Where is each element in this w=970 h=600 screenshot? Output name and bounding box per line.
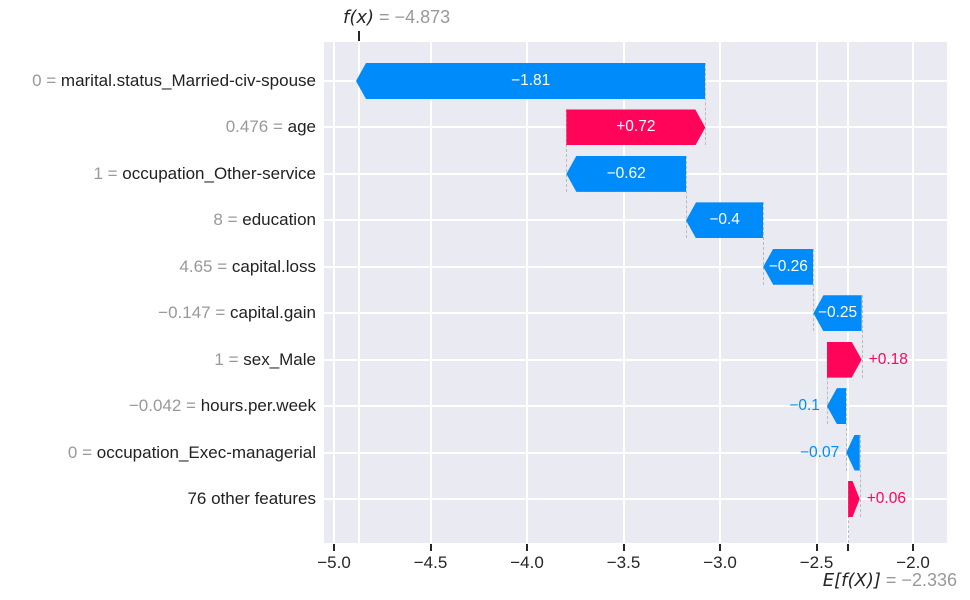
- feature-name-text: capital.loss: [231, 256, 316, 276]
- feature-name-text: occupation_Exec-managerial: [96, 442, 316, 462]
- feature-name-text: age: [287, 117, 316, 137]
- horizontal-gridline: [324, 451, 947, 454]
- expected-value-label: E[f(X)] = −2.336: [823, 570, 957, 591]
- ef-math-text: E[f(X)]: [822, 570, 881, 591]
- x-axis-tick: [912, 544, 914, 551]
- feature-value-text: 1 =: [214, 349, 244, 369]
- feature-row-label: 0 = occupation_Exec-managerial: [68, 442, 316, 464]
- x-axis-tick: [815, 544, 818, 551]
- vertical-gridline: [526, 42, 528, 543]
- feature-value-text: 0 =: [67, 442, 97, 462]
- ef-value-text: = −2.336: [880, 570, 957, 590]
- connector-dashed-line: [813, 248, 814, 332]
- feature-value-text: −0.042 =: [128, 396, 201, 416]
- negative-shap-bar: [566, 155, 687, 192]
- horizontal-gridline: [324, 405, 947, 408]
- bar-value-label: −0.07: [800, 443, 840, 461]
- vertical-gridline: [847, 42, 850, 543]
- horizontal-gridline: [324, 312, 947, 315]
- x-axis-tick: [333, 544, 335, 551]
- vertical-gridline: [357, 42, 360, 543]
- feature-name-text: education: [242, 210, 316, 230]
- feature-row-label: 8 = education: [213, 209, 316, 231]
- negative-shap-bar: [763, 248, 814, 285]
- connector-dashed-line: [827, 341, 828, 425]
- feature-row-label: 76 other features: [187, 488, 316, 510]
- fx-output-label: f(x) = −4.873: [343, 7, 450, 28]
- x-axis-tick: [719, 544, 721, 551]
- x-axis-tick: [526, 544, 528, 551]
- fx-value-text: = −4.873: [374, 7, 451, 27]
- feature-value-text: 1 =: [93, 163, 123, 183]
- feature-row-label: 4.65 = capital.loss: [179, 256, 316, 278]
- connector-dashed-line: [846, 388, 847, 471]
- feature-row-label: 0.476 = age: [226, 116, 316, 138]
- x-axis-tick-label: −4.0: [510, 553, 544, 572]
- feature-row-label: 0 = marital.status_Married-civ-spouse: [32, 70, 316, 92]
- vertical-gridline: [815, 42, 818, 543]
- negative-shap-bar: [813, 295, 862, 332]
- x-axis-tick-label: −2.5: [799, 553, 834, 572]
- x-axis-tick: [429, 544, 432, 551]
- feature-value-text: 8 =: [213, 210, 243, 230]
- bar-value-label: +0.72: [616, 118, 656, 136]
- x-axis-tick-label: −4.5: [413, 553, 448, 572]
- connector-dashed-line: [763, 202, 764, 285]
- negative-shap-bar: [686, 202, 764, 239]
- x-axis-tick-label: −3.0: [703, 553, 737, 572]
- feature-name-text: marital.status_Married-civ-spouse: [60, 71, 316, 90]
- feature-row-label: −0.147 = capital.gain: [158, 302, 316, 324]
- bar-value-label: −0.4: [709, 211, 740, 229]
- vertical-gridline: [429, 42, 432, 543]
- feature-name-text: capital.gain: [229, 303, 316, 323]
- feature-name-text: sex_Male: [243, 349, 316, 369]
- bar-value-label: −0.1: [789, 397, 820, 415]
- bar-value-label: −0.26: [768, 257, 808, 275]
- connector-dashed-line: [566, 109, 567, 192]
- bar-value-label: −0.25: [817, 304, 858, 322]
- feature-row-label: 1 = occupation_Other-service: [93, 163, 316, 185]
- horizontal-gridline: [324, 265, 947, 268]
- feature-value-text: −0.147 =: [158, 303, 230, 323]
- connector-dashed-line: [860, 434, 861, 517]
- expected-value-tick: [847, 544, 850, 551]
- horizontal-gridline: [324, 219, 947, 222]
- positive-shap-bar: [566, 109, 706, 146]
- vertical-gridline: [912, 42, 914, 543]
- vertical-gridline: [333, 42, 335, 543]
- feature-row-label: 1 = sex_Male: [214, 349, 316, 371]
- vertical-gridline: [622, 42, 625, 543]
- x-axis-tick-label: −5.0: [317, 553, 351, 572]
- x-axis-tick-label: −3.5: [606, 553, 641, 572]
- bar-value-label: +0.18: [868, 350, 908, 368]
- feature-name-text: hours.per.week: [200, 396, 316, 416]
- horizontal-gridline: [324, 497, 947, 500]
- feature-name-text: occupation_Other-service: [122, 163, 316, 183]
- connector-dashed-line: [862, 295, 863, 378]
- connector-dashed-line: [705, 63, 706, 146]
- vertical-gridline: [719, 42, 721, 543]
- feature-value-text: 0.476 =: [225, 117, 288, 137]
- fx-math-text: f(x): [343, 7, 375, 28]
- negative-shap-bar: [356, 63, 706, 99]
- connector-dashed-line: [686, 155, 687, 239]
- bar-value-label: −0.62: [606, 164, 646, 182]
- x-axis-tick: [622, 544, 625, 551]
- bar-value-label: −1.81: [511, 72, 551, 89]
- feature-name-text: 76 other features: [187, 488, 316, 508]
- feature-row-label: −0.042 = hours.per.week: [129, 395, 316, 417]
- feature-value-text: 4.65 =: [179, 256, 232, 276]
- positive-shap-bar: [848, 480, 860, 517]
- fx-tick: [357, 31, 360, 41]
- bar-value-label: +0.06: [866, 489, 906, 507]
- horizontal-gridline: [324, 358, 947, 361]
- feature-value-text: 0 =: [32, 71, 61, 90]
- x-axis-tick-label: −2.0: [896, 553, 930, 572]
